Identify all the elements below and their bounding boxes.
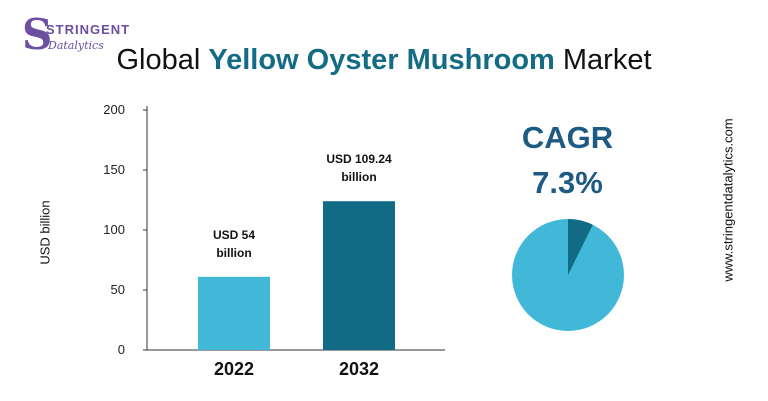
y-tick-label: 0 xyxy=(118,342,125,357)
title-suffix: Market xyxy=(554,44,652,76)
bar-2022 xyxy=(198,276,270,350)
cagr-label: CAGR xyxy=(521,120,614,155)
company-logo: S STRINGENT Datalytics xyxy=(22,14,132,60)
y-tick-label: 100 xyxy=(103,222,125,237)
website-url: www.stringentdatalytics.com xyxy=(720,118,736,282)
page-title: Global Yellow Oyster Mushroom Market xyxy=(0,44,768,77)
x-tick-label: 2032 xyxy=(339,359,379,379)
bar-data-label: billion xyxy=(216,246,251,260)
y-tick-label: 50 xyxy=(111,282,125,297)
title-highlight: Yellow Oyster Mushroom xyxy=(208,44,555,76)
title-prefix: Global xyxy=(116,44,209,76)
x-tick-label: 2022 xyxy=(214,359,254,379)
y-tick-label: 200 xyxy=(103,102,125,117)
cagr-pie-slice xyxy=(568,219,593,275)
logo-line-2: Datalytics xyxy=(48,39,104,52)
bar-data-label: billion xyxy=(341,170,376,184)
bar-data-label: USD 109.24 xyxy=(326,152,392,166)
bar-2032 xyxy=(323,201,395,350)
y-tick-label: 150 xyxy=(103,162,125,177)
cagr-value: 7.3% xyxy=(532,165,603,200)
logo-s-mark: S xyxy=(22,10,53,59)
bar-data-label: USD 54 xyxy=(213,228,255,242)
logo-line-1: STRINGENT xyxy=(46,22,131,37)
